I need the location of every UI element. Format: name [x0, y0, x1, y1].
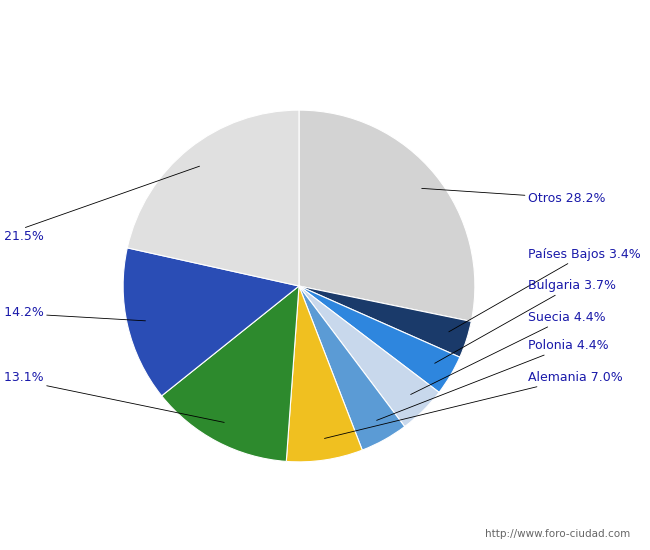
Text: Francia 14.2%: Francia 14.2%	[0, 306, 146, 321]
Wedge shape	[299, 286, 405, 450]
Text: Otros 28.2%: Otros 28.2%	[422, 189, 605, 205]
Wedge shape	[299, 286, 471, 357]
Wedge shape	[299, 286, 460, 392]
Wedge shape	[286, 286, 362, 462]
Text: Países Bajos 3.4%: Países Bajos 3.4%	[448, 248, 640, 332]
Text: Bélgica 21.5%: Bélgica 21.5%	[0, 166, 200, 243]
Text: Polonia 4.4%: Polonia 4.4%	[376, 339, 608, 420]
Wedge shape	[127, 110, 299, 286]
Text: Alemania 7.0%: Alemania 7.0%	[324, 371, 623, 438]
Text: Bulgaria 3.7%: Bulgaria 3.7%	[435, 279, 616, 364]
Wedge shape	[123, 248, 299, 396]
Text: Suecia 4.4%: Suecia 4.4%	[411, 311, 605, 394]
Wedge shape	[162, 286, 299, 461]
Wedge shape	[299, 286, 439, 427]
Text: http://www.foro-ciudad.com: http://www.foro-ciudad.com	[486, 529, 630, 539]
Text: Fogars de la Selva - Turistas extranjeros según país - Abril de 2024: Fogars de la Selva - Turistas extranjero…	[80, 13, 570, 29]
Text: Italia 13.1%: Italia 13.1%	[0, 371, 224, 422]
Wedge shape	[299, 110, 475, 321]
